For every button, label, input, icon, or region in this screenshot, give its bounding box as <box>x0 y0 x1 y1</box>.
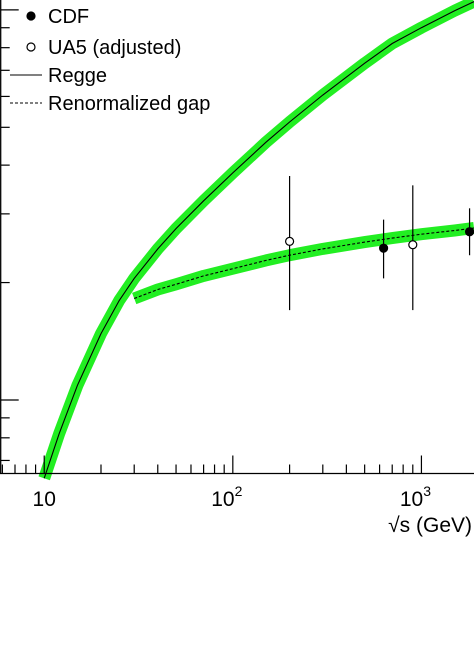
legend-label: UA5 (adjusted) <box>48 37 181 59</box>
axes <box>0 0 474 475</box>
data-points <box>284 176 474 311</box>
legend-marker <box>26 42 36 52</box>
uncertainty-bands <box>38 0 474 481</box>
data-point <box>464 227 474 237</box>
legend-marker <box>26 11 36 21</box>
legend-label: Renormalized gap <box>48 93 210 115</box>
legend-label: CDF <box>48 6 89 28</box>
x-tick-label: 102 <box>211 483 242 511</box>
band-3 <box>132 222 474 305</box>
data-point <box>284 236 295 247</box>
x-ticks <box>1 455 423 474</box>
y-ticks <box>0 9 19 462</box>
data-point <box>378 243 389 253</box>
series-line-2 <box>43 1 474 479</box>
legend: CDF UA5 (adjusted) Regge Renormalized gap <box>10 6 210 115</box>
legend-label: Regge <box>48 65 107 87</box>
x-tick-labels: 10 102 103 <box>33 483 432 511</box>
x-tick-label: 103 <box>400 483 431 511</box>
x-axis-label: √s (GeV) <box>388 514 472 537</box>
data-point <box>408 240 418 250</box>
x-tick-label: 10 <box>33 488 56 511</box>
